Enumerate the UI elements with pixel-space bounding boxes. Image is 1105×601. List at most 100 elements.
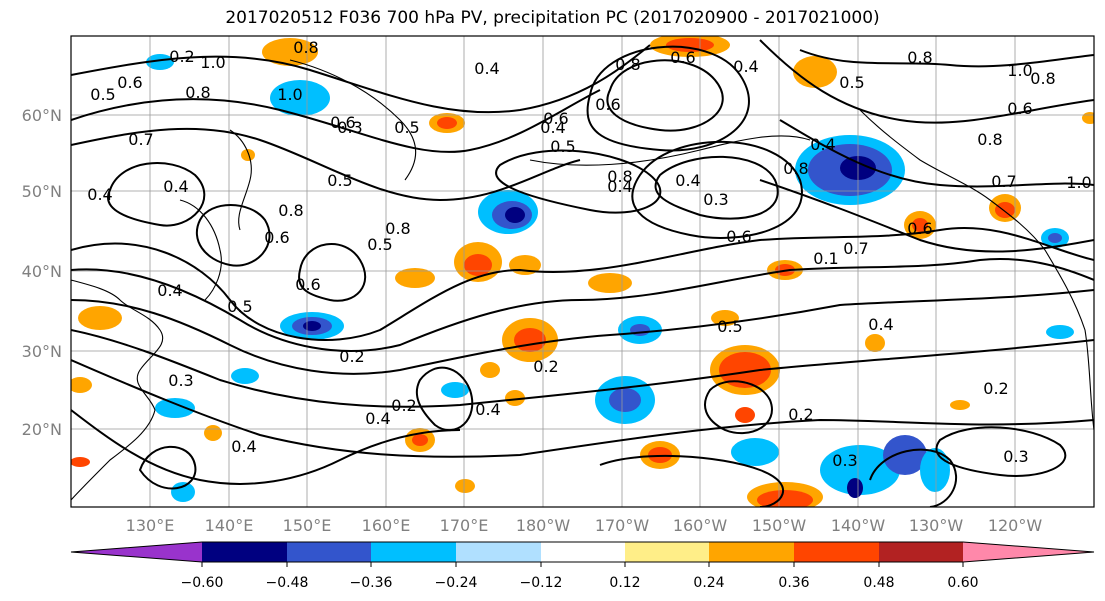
colorbar-tick-label: 0.36 (778, 575, 809, 591)
contour-label: 0.4 (810, 135, 835, 154)
contour-label: 0.6 (543, 109, 568, 128)
contour-label: 0.3 (168, 371, 193, 390)
contour-label: 0.3 (703, 190, 728, 209)
lon-label: 180°W (516, 516, 571, 535)
contour-label: 0.2 (391, 396, 416, 415)
contour-label: 0.4 (540, 118, 565, 137)
lon-label: 120°W (988, 516, 1043, 535)
contour-label: 0.4 (675, 171, 700, 190)
contour-label: 0.5 (394, 118, 419, 137)
lat-label: 50°N (22, 182, 62, 201)
contour-label: 0.2 (339, 347, 364, 366)
colorbar-tick-label: 0.24 (693, 575, 724, 591)
colorbar-extend-min (71, 542, 202, 562)
contour-label: 0.3 (337, 118, 362, 137)
contour-label: 0.8 (293, 38, 318, 57)
colorbar-tick-label: −0.60 (181, 575, 224, 591)
colorbar-tick-label: −0.24 (435, 575, 478, 591)
contour-label: 0.6 (1007, 99, 1032, 118)
contour-label: 0.7 (991, 172, 1016, 191)
contour-label: 0.5 (839, 73, 864, 92)
contour-label: 0.4 (474, 59, 499, 78)
contour-label: 0.5 (227, 297, 252, 316)
contour-label: 0.8 (977, 130, 1002, 149)
contour-label: 0.4 (607, 177, 632, 196)
colorbar-segment (794, 542, 879, 562)
contour-label: 0.4 (157, 281, 182, 300)
lon-label: 160°E (362, 516, 411, 535)
lon-label: 160°W (673, 516, 728, 535)
pv-contours (71, 39, 1094, 507)
contour-label: 0.2 (169, 47, 194, 66)
colorbar-segment (202, 542, 287, 562)
contour-label: 0.7 (843, 239, 868, 258)
lat-label: 60°N (22, 106, 62, 125)
contour-label: 0.5 (90, 85, 115, 104)
lon-label: 170°E (440, 516, 489, 535)
coastlines (71, 59, 1094, 501)
lat-label: 20°N (22, 420, 62, 439)
contour-label: 0.3 (832, 451, 857, 470)
lon-label: 130°E (126, 516, 175, 535)
contour-label: 0.8 (1030, 69, 1055, 88)
lon-label: 150°E (283, 516, 332, 535)
lat-label: 40°N (22, 262, 62, 281)
contour-label: 0.4 (365, 409, 390, 428)
contour-label: 0.4 (163, 177, 188, 196)
colorbar-tick-label: −0.12 (520, 575, 563, 591)
colorbar-tick-label: 0.60 (947, 575, 978, 591)
lon-label: 130°W (909, 516, 964, 535)
contour-label: 0.4 (733, 57, 758, 76)
lon-label: 150°W (752, 516, 807, 535)
chart-title: 2017020512 F036 700 hPa PV, precipitatio… (225, 8, 880, 28)
contour-label: 0.6 (907, 219, 932, 238)
contour-label: 0.6 (295, 275, 320, 294)
contour-label: 1.0 (200, 53, 225, 72)
colorbar-tick-label: 0.12 (609, 575, 640, 591)
lon-label: 170°W (595, 516, 650, 535)
contour-label: 1.0 (277, 85, 302, 104)
contour-label: 0.8 (783, 159, 808, 178)
contour-label: 0.6 (330, 113, 355, 132)
contour-label: 0.6 (670, 48, 695, 67)
contour-label: 0.8 (185, 83, 210, 102)
contour-label: 0.1 (813, 249, 838, 268)
lon-label: 140°W (831, 516, 886, 535)
contour-label: 0.2 (983, 379, 1008, 398)
colorbar-segment (709, 542, 794, 562)
colorbar-segment (541, 542, 625, 562)
plot-frame (70, 35, 1095, 508)
contour-label: 0.8 (278, 201, 303, 220)
contour-label: 1.0 (1066, 173, 1091, 192)
contour-label: 0.8 (607, 167, 632, 186)
contour-label: 0.6 (117, 73, 142, 92)
colorbar-tick-label: −0.36 (350, 575, 393, 591)
contour-label: 0.4 (231, 437, 256, 456)
colorbar-segment (879, 542, 963, 562)
contour-label: 0.6 (726, 227, 751, 246)
contour-label: 0.8 (907, 48, 932, 67)
contour-label: 0.8 (385, 219, 410, 238)
contour-label: 0.5 (550, 137, 575, 156)
contour-label: 0.7 (128, 130, 153, 149)
colorbar-segment (287, 542, 371, 562)
contour-label: 0.2 (788, 405, 813, 424)
colorbar-segment (625, 542, 709, 562)
contour-label: 0.2 (533, 357, 558, 376)
colorbar-segment (371, 542, 456, 562)
contour-label: 0.6 (264, 228, 289, 247)
colorbar-tick-label: 0.48 (863, 575, 894, 591)
colorbar: −0.60 −0.48 −0.36 −0.24 −0.12 0.12 0.24 0.36 0.4… (70, 541, 1095, 591)
colorbar-tick-label: −0.48 (266, 575, 309, 591)
contour-label: 0.4 (868, 315, 893, 334)
contour-label: 0.8 (615, 55, 640, 74)
colorbar-segment (456, 542, 541, 562)
lon-label: 140°E (205, 516, 254, 535)
colorbar-extend-max (963, 542, 1094, 562)
contour-label: 0.5 (367, 235, 392, 254)
contour-label: 0.4 (475, 400, 500, 419)
contour-label: 0.3 (1003, 447, 1028, 466)
contour-label: 0.4 (87, 185, 112, 204)
contour-label: 0.5 (327, 171, 352, 190)
